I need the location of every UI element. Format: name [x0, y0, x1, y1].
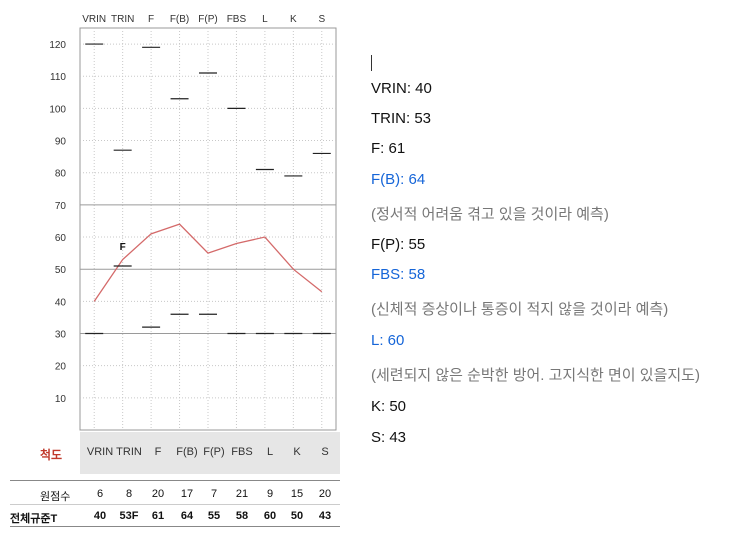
column-label-vrin: VRIN [82, 14, 106, 25]
column-label-k: K [290, 14, 297, 25]
raw-score-fbs: 21 [235, 488, 249, 500]
column-label-trin: TRIN [111, 14, 134, 25]
note-fb: F(B): 64 [371, 171, 426, 188]
profile-plot: VRIN TRIN F F(B) F(P) FBS L K S 10 20 30 40 50 60 70 80 9… [49, 14, 337, 431]
table-mid-rule [10, 504, 340, 505]
validity-profile-chart: VRIN TRIN F F(B) F(P) FBS L K S 10 20 30 40 50 60 70 80 9… [0, 0, 350, 533]
scale-label-l: L [266, 446, 274, 458]
scale-label-f: F [154, 446, 162, 458]
scale-row: 척도 VRIN TRIN F F(B) F(P) FBS L K S [0, 432, 340, 474]
raw-score-fp: 7 [210, 488, 218, 500]
y-tick-label-40: 40 [55, 297, 67, 308]
t-score-s: 43 [318, 510, 332, 522]
y-tick-label-100: 100 [49, 104, 66, 115]
t-score-vrin: 40 [93, 510, 107, 522]
scale-row-title: 척도 [40, 448, 63, 462]
scale-label-k: K [293, 446, 301, 458]
raw-score-label: 원점수 [40, 491, 71, 503]
y-tick-label-80: 80 [55, 169, 67, 180]
text-cursor [371, 55, 372, 71]
y-tick-label-90: 90 [55, 137, 67, 148]
raw-score-f: 20 [151, 488, 165, 500]
note-l: L: 60 [371, 332, 405, 349]
note-fbs: FBS: 58 [371, 266, 426, 283]
annotation-f: F [120, 242, 126, 253]
y-tick-label-110: 110 [50, 72, 66, 83]
y-tick-label-20: 20 [55, 362, 67, 373]
column-label-s: S [318, 14, 325, 25]
note-fbs-interpretation: (신체적 증상이나 통증이 적지 않을 것이라 예측) [371, 301, 669, 318]
note-trin: TRIN: 53 [371, 110, 432, 127]
y-tick-label-30: 30 [55, 330, 67, 341]
t-score-fbs: 58 [235, 510, 249, 522]
t-score-fp: 55 [207, 510, 221, 522]
raw-score-trin: 8 [125, 488, 133, 500]
scale-band [80, 432, 340, 474]
scale-label-fb: F(B) [176, 446, 198, 458]
column-label-l: L [262, 14, 268, 25]
scale-label-fbs: FBS [231, 446, 253, 458]
raw-score-k: 15 [290, 488, 304, 500]
t-score-l: 60 [263, 510, 277, 522]
table-top-rule [10, 480, 340, 481]
interpretation-notes[interactable]: VRIN: 40 TRIN: 53 F: 61 F(B): 64 (정서적 어려… [370, 0, 743, 533]
note-k: K: 50 [371, 398, 407, 415]
note-s: S: 43 [371, 429, 407, 446]
scale-label-s: S [321, 446, 329, 458]
t-score-fb: 64 [180, 510, 194, 522]
profile-line [93, 223, 323, 302]
t-score-f: 61 [151, 510, 165, 522]
raw-score-vrin: 6 [96, 488, 104, 500]
y-tick-label-60: 60 [55, 233, 67, 244]
t-score-label: 전체규준T [10, 513, 58, 525]
table-bottom-rule [10, 526, 340, 527]
raw-score-fb: 17 [180, 488, 194, 500]
note-fp: F(P): 55 [371, 236, 426, 253]
t-score-k: 50 [290, 510, 304, 522]
raw-score-s: 20 [318, 488, 332, 500]
scale-label-fp: F(P) [203, 446, 225, 458]
note-f: F: 61 [371, 140, 406, 157]
y-tick-label-10: 10 [55, 394, 67, 405]
y-tick-label-120: 120 [49, 40, 66, 51]
note-l-interpretation: (세련되지 않은 순박한 방어. 고지식한 면이 있을지도) [371, 367, 700, 384]
y-tick-label-70: 70 [55, 201, 67, 212]
column-label-f-p: F(P) [198, 14, 217, 25]
scale-label-vrin: VRIN [86, 446, 114, 458]
note-fb-interpretation: (정서적 어려움 겪고 있을 것이라 예측) [371, 206, 609, 223]
column-label-f-b: F(B) [170, 14, 189, 25]
column-label-fbs: FBS [227, 14, 247, 25]
t-score-trin: 53F [119, 510, 139, 522]
y-tick-label-50: 50 [55, 265, 67, 276]
raw-score-l: 9 [266, 488, 274, 500]
column-label-f: F [148, 14, 154, 25]
note-vrin: VRIN: 40 [371, 80, 432, 97]
scale-label-trin: TRIN [116, 446, 142, 458]
